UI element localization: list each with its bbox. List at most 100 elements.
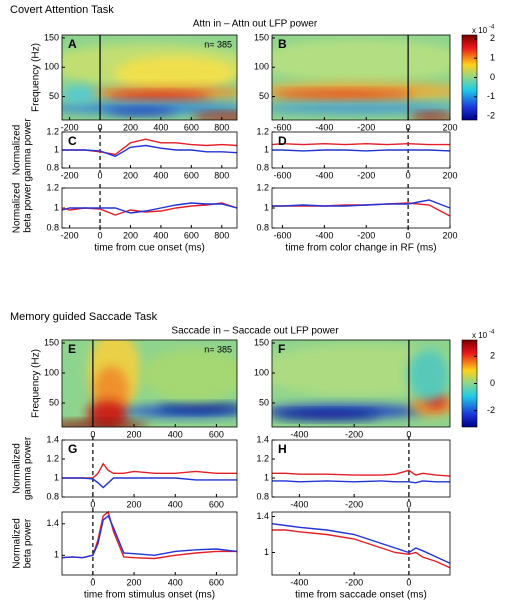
x-tick-label: 0: [406, 230, 411, 240]
heatmap-blob: [272, 90, 415, 99]
series-line: [62, 144, 238, 158]
y-tick-label: 100: [254, 62, 269, 72]
x-tick-label: 0: [98, 230, 103, 240]
y-tick-label: 0.8: [46, 162, 59, 172]
plot-frame: [271, 339, 451, 428]
x-tick-label: -200: [357, 170, 375, 180]
x-tick-label: 600: [184, 170, 199, 180]
plot-frame: [61, 439, 238, 498]
plot-frame: [61, 187, 238, 229]
plot-frame: [271, 34, 451, 121]
plot-frame: [271, 439, 451, 498]
y-axis-label: Frequency (Hz): [31, 43, 42, 112]
x-tick-label: 0: [406, 122, 411, 132]
y-axis-label: gamma power: [23, 118, 34, 182]
plot-frame: [61, 511, 238, 576]
y-tick-label: 1: [54, 550, 59, 560]
y-tick-label: 150: [254, 32, 269, 42]
x-tick-label: 0: [98, 122, 103, 132]
x-tick-label: 400: [153, 122, 168, 132]
series-line: [272, 149, 451, 152]
colorbar-tick-label: -1: [487, 91, 495, 101]
y-tick-label: 50: [259, 397, 269, 407]
y-tick-label: 1.4: [46, 518, 59, 528]
y-axis-label: Normalized: [12, 443, 23, 494]
y-tick-label: 1: [54, 144, 59, 154]
x-tick-label: 800: [214, 122, 229, 132]
panel-letter: E: [68, 342, 76, 356]
x-tick-label: 200: [123, 230, 138, 240]
x-tick-label: 600: [184, 230, 199, 240]
x-tick-label: 600: [209, 499, 224, 509]
panel-letter: F: [278, 342, 285, 356]
y-tick-label: 100: [44, 367, 59, 377]
y-tick-label: 1.2: [46, 453, 59, 463]
heatmap-blob: [410, 113, 450, 120]
x-tick-label: 200: [442, 170, 457, 180]
plot-area: [272, 512, 450, 575]
y-tick-label: 150: [44, 32, 59, 42]
y-tick-label: 1: [264, 144, 269, 154]
y-tick-label: 1.2: [256, 453, 269, 463]
y-tick-label: 50: [49, 397, 59, 407]
x-tick-label: -200: [345, 577, 363, 587]
plot-frame: [61, 339, 238, 428]
heatmap-blob: [272, 39, 450, 82]
x-tick-label: -600: [273, 122, 291, 132]
y-tick-label: 150: [254, 337, 269, 347]
series-line: [61, 202, 238, 214]
y-tick-label: 0.8: [46, 491, 59, 501]
x-tick-label: -400: [290, 499, 308, 509]
x-tick-label: 0: [406, 429, 411, 439]
series-line: [61, 514, 238, 559]
panel-letter: H: [278, 442, 287, 456]
y-tick-label: 1.4: [256, 434, 269, 444]
panel-letter: A: [68, 37, 77, 51]
x-tick-label: 400: [153, 170, 168, 180]
heatmap-blob: [272, 344, 450, 397]
x-tick-label: 0: [98, 170, 103, 180]
series-line: [272, 469, 451, 477]
x-axis-label: time from color change in RF (ms): [285, 243, 436, 254]
panel-letter: B: [278, 37, 287, 51]
x-tick-label: 200: [127, 577, 142, 587]
y-tick-label: 1: [54, 472, 59, 482]
x-axis-label: time from cue onset (ms): [94, 243, 205, 254]
x-tick-label: 600: [209, 577, 224, 587]
y-tick-label: 1.2: [46, 126, 59, 136]
x-tick-label: 0: [90, 577, 95, 587]
y-tick-label: 1: [54, 202, 59, 212]
y-tick-label: 1: [264, 472, 269, 482]
series-line: [62, 477, 237, 489]
series-line: [272, 199, 451, 209]
y-tick-label: 1.2: [256, 182, 269, 192]
plot-area: [272, 440, 450, 497]
x-tick-label: 800: [214, 230, 229, 240]
x-tick-label: 0: [406, 499, 411, 509]
heatmap-blob: [158, 403, 237, 413]
x-tick-label: -600: [273, 170, 291, 180]
y-tick-label: 1: [264, 202, 269, 212]
y-axis-label: beta power: [23, 518, 34, 568]
x-tick-label: 400: [168, 429, 183, 439]
x-tick-label: 200: [127, 429, 142, 439]
y-tick-label: 50: [259, 91, 269, 101]
x-tick-label: 200: [123, 170, 138, 180]
x-tick-label: -200: [61, 170, 79, 180]
heatmap-blob: [272, 103, 450, 114]
colorbar-tick-label: 0: [490, 378, 495, 388]
x-tick-label: -400: [315, 122, 333, 132]
panel-letter: G: [68, 442, 77, 456]
x-tick-label: -600: [273, 230, 291, 240]
series-line: [271, 523, 451, 564]
panel-letter: D: [278, 134, 287, 148]
plot-frame: [61, 131, 238, 169]
heatmap: [62, 340, 237, 427]
colorbar-label: x 10: [472, 26, 488, 35]
colorbar-exponent: -4: [489, 25, 495, 31]
x-tick-label: -200: [345, 499, 363, 509]
heatmap-blob: [272, 410, 379, 420]
y-tick-label: 1.4: [46, 434, 59, 444]
heatmap-blob: [193, 113, 237, 120]
colorbar-tick-label: -2: [487, 405, 495, 415]
